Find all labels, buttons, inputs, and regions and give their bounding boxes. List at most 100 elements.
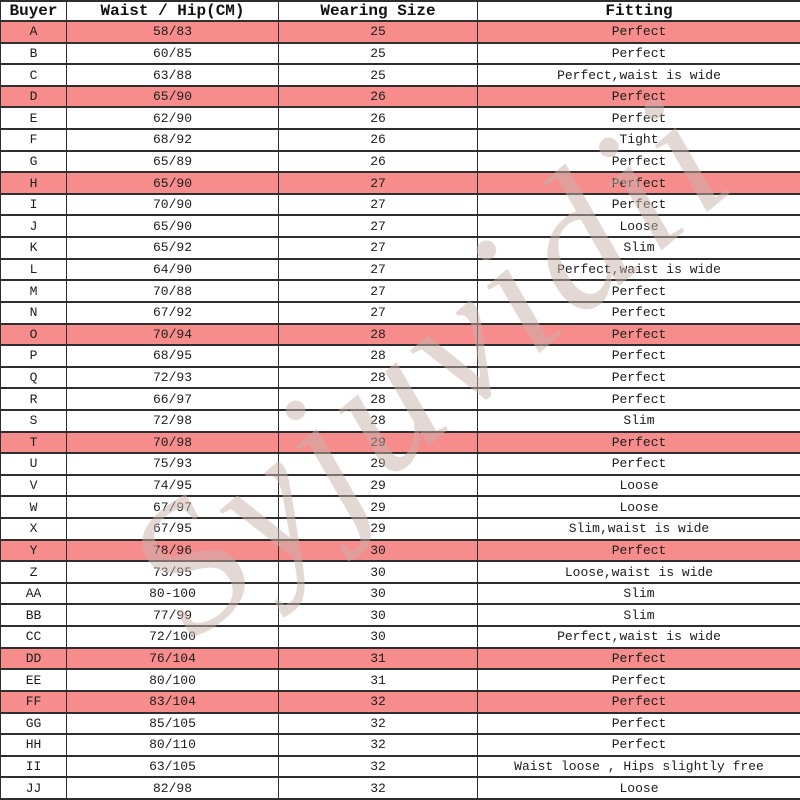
cell-size: 31: [278, 668, 478, 692]
table-row-M: M 70/88 27 Perfect: [0, 279, 800, 303]
table-row-CC: CC 72/100 30 Perfect,waist is wide: [0, 625, 800, 649]
header-row: Buyer Waist / Hip(CM) Wearing Size Fitting: [0, 0, 800, 22]
table-row-GG: GG 85/105 32 Perfect: [0, 711, 800, 736]
cell-waist_hip: 64/90: [66, 257, 279, 282]
cell-fitting: Perfect: [477, 84, 800, 109]
table-row-B: B 60/85 25 Perfect: [0, 41, 800, 66]
table-row-N: N 67/92 27 Perfect: [0, 300, 800, 325]
cell-fitting: Perfect,waist is wide: [477, 257, 800, 282]
cell-fitting: Perfect: [477, 689, 800, 714]
cell-size: 30: [278, 538, 478, 563]
cell-fitting: Slim: [477, 408, 800, 433]
cell-buyer: G: [0, 149, 67, 174]
cell-waist_hip: 80-100: [66, 581, 279, 606]
cell-size: 25: [278, 63, 478, 87]
cell-size: 27: [278, 279, 478, 303]
table-row-V: V 74/95 29 Loose: [0, 473, 800, 498]
cell-buyer: X: [0, 517, 67, 541]
table-row-F: F 68/92 26 Tight: [0, 128, 800, 152]
table-row-O: O 70/94 28 Perfect: [0, 322, 800, 347]
cell-buyer: Q: [0, 365, 67, 390]
cell-size: 32: [278, 689, 478, 714]
table-row-E: E 62/90 26 Perfect: [0, 106, 800, 131]
cell-buyer: F: [0, 128, 67, 152]
cell-size: 29: [278, 452, 478, 476]
cell-fitting: Perfect: [477, 322, 800, 347]
cell-waist_hip: 72/100: [66, 625, 279, 649]
table-row-S: S 72/98 28 Slim: [0, 408, 800, 433]
cell-fitting: Perfect: [477, 365, 800, 390]
table-row-I: I 70/90 27 Perfect: [0, 192, 800, 217]
cell-buyer: AA: [0, 581, 67, 606]
cell-fitting: Perfect: [477, 711, 800, 736]
cell-fitting: Loose,waist is wide: [477, 560, 800, 584]
cell-fitting: Perfect: [477, 279, 800, 303]
cell-waist_hip: 70/98: [66, 430, 279, 455]
cell-waist_hip: 63/88: [66, 63, 279, 87]
cell-buyer: R: [0, 387, 67, 411]
cell-fitting: Loose: [477, 214, 800, 239]
cell-waist_hip: 82/98: [66, 776, 279, 800]
cell-fitting: Loose: [477, 495, 800, 519]
cell-fitting: Slim: [477, 581, 800, 606]
column-header-buyer: Buyer: [0, 0, 67, 22]
cell-fitting: Slim,waist is wide: [477, 517, 800, 541]
cell-waist_hip: 58/83: [66, 20, 279, 44]
table-row-G: G 65/89 26 Perfect: [0, 149, 800, 174]
cell-size: 28: [278, 387, 478, 411]
table-row-II: II 63/105 32 Waist loose , Hips slightly fr…: [0, 754, 800, 779]
cell-buyer: B: [0, 41, 67, 66]
cell-fitting: Perfect: [477, 668, 800, 692]
cell-buyer: EE: [0, 668, 67, 692]
cell-waist_hip: 74/95: [66, 473, 279, 498]
cell-fitting: Perfect: [477, 733, 800, 757]
table-row-C: C 63/88 25 Perfect,waist is wide: [0, 63, 800, 87]
cell-waist_hip: 65/89: [66, 149, 279, 174]
table-row-Z: Z 73/95 30 Loose,waist is wide: [0, 560, 800, 584]
cell-waist_hip: 68/95: [66, 344, 279, 368]
cell-size: 25: [278, 20, 478, 44]
cell-buyer: GG: [0, 711, 67, 736]
cell-buyer: S: [0, 408, 67, 433]
cell-fitting: Slim: [477, 236, 800, 260]
cell-size: 26: [278, 149, 478, 174]
cell-waist_hip: 63/105: [66, 754, 279, 779]
cell-size: 32: [278, 733, 478, 757]
cell-fitting: Perfect: [477, 192, 800, 217]
cell-fitting: Perfect: [477, 538, 800, 563]
cell-waist_hip: 65/90: [66, 171, 279, 195]
cell-fitting: Loose: [477, 776, 800, 800]
cell-buyer: FF: [0, 689, 67, 714]
column-header-size: Wearing Size: [278, 0, 478, 22]
cell-buyer: HH: [0, 733, 67, 757]
cell-buyer: Z: [0, 560, 67, 584]
cell-waist_hip: 72/98: [66, 408, 279, 433]
table-row-FF: FF 83/104 32 Perfect: [0, 689, 800, 714]
cell-buyer: CC: [0, 625, 67, 649]
cell-fitting: Perfect: [477, 344, 800, 368]
cell-size: 27: [278, 214, 478, 239]
cell-buyer: N: [0, 300, 67, 325]
table-row-DD: DD 76/104 31 Perfect: [0, 646, 800, 671]
cell-waist_hip: 65/90: [66, 214, 279, 239]
cell-buyer: Y: [0, 538, 67, 563]
cell-buyer: H: [0, 171, 67, 195]
cell-waist_hip: 80/110: [66, 733, 279, 757]
table-row-BB: BB 77/99 30 Slim: [0, 603, 800, 628]
table-row-X: X 67/95 29 Slim,waist is wide: [0, 517, 800, 541]
cell-waist_hip: 60/85: [66, 41, 279, 66]
cell-size: 32: [278, 754, 478, 779]
table-row-EE: EE 80/100 31 Perfect: [0, 668, 800, 692]
cell-size: 30: [278, 603, 478, 628]
cell-fitting: Perfect: [477, 387, 800, 411]
cell-size: 29: [278, 473, 478, 498]
column-header-fitting: Fitting: [477, 0, 800, 22]
cell-size: 26: [278, 84, 478, 109]
cell-waist_hip: 77/99: [66, 603, 279, 628]
cell-size: 30: [278, 581, 478, 606]
cell-buyer: JJ: [0, 776, 67, 800]
cell-size: 29: [278, 517, 478, 541]
cell-waist_hip: 76/104: [66, 646, 279, 671]
cell-buyer: DD: [0, 646, 67, 671]
table-row-P: P 68/95 28 Perfect: [0, 344, 800, 368]
